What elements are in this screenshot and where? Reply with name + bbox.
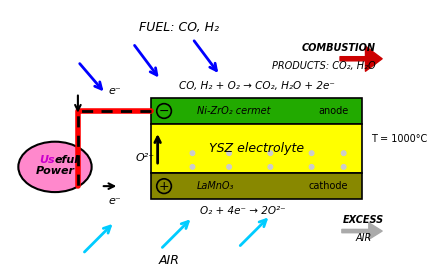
FancyBboxPatch shape [151, 124, 362, 173]
Text: +: + [159, 180, 169, 193]
Circle shape [268, 151, 273, 155]
Circle shape [341, 165, 346, 169]
Text: FUEL: CO, H₂: FUEL: CO, H₂ [139, 21, 219, 34]
Text: anode: anode [318, 106, 348, 116]
Text: CO, H₂ + O₂ → CO₂, H₂O + 2e⁻: CO, H₂ + O₂ → CO₂, H₂O + 2e⁻ [179, 81, 335, 91]
Text: cathode: cathode [309, 181, 348, 191]
FancyBboxPatch shape [151, 173, 362, 199]
Text: EXCESS: EXCESS [343, 215, 384, 225]
FancyBboxPatch shape [151, 98, 362, 124]
Text: e⁻: e⁻ [108, 196, 121, 206]
Text: PRODUCTS: CO₂, H₂O: PRODUCTS: CO₂, H₂O [272, 61, 376, 71]
Circle shape [190, 151, 195, 155]
Circle shape [341, 151, 346, 155]
Circle shape [227, 165, 231, 169]
Text: −: − [159, 105, 169, 117]
Text: Power: Power [36, 167, 74, 177]
Text: O²⁻: O²⁻ [135, 153, 154, 163]
Circle shape [309, 151, 314, 155]
Text: LaMnO₃: LaMnO₃ [197, 181, 234, 191]
Text: eful: eful [55, 155, 79, 165]
Text: e⁻: e⁻ [108, 86, 121, 96]
Circle shape [190, 165, 195, 169]
Text: AIR: AIR [159, 254, 180, 267]
Text: YSZ electrolyte: YSZ electrolyte [209, 142, 304, 155]
Text: Ni-ZrO₂ cermet: Ni-ZrO₂ cermet [197, 106, 270, 116]
Text: Us: Us [40, 155, 55, 165]
Text: T = 1000°C: T = 1000°C [371, 134, 427, 145]
Circle shape [268, 165, 273, 169]
Text: COMBUSTION: COMBUSTION [302, 43, 376, 53]
Ellipse shape [18, 142, 92, 192]
Circle shape [309, 165, 314, 169]
Circle shape [227, 151, 231, 155]
Text: AIR: AIR [356, 233, 372, 243]
Text: O₂ + 4e⁻ → 2O²⁻: O₂ + 4e⁻ → 2O²⁻ [200, 206, 286, 216]
